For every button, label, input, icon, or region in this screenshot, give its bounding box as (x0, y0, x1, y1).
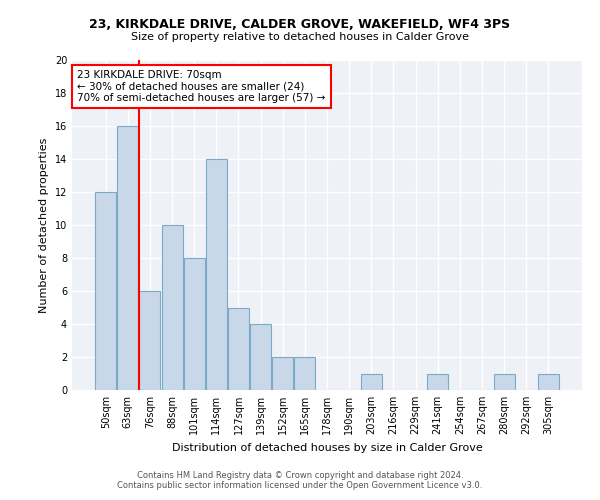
Bar (139, 291, 160, 390)
Bar (272, 357, 293, 390)
Bar (494, 374, 515, 390)
Bar (118, 126, 139, 390)
Text: 23, KIRKDALE DRIVE, CALDER GROVE, WAKEFIELD, WF4 3PS: 23, KIRKDALE DRIVE, CALDER GROVE, WAKEFI… (89, 18, 511, 30)
Text: Size of property relative to detached houses in Calder Grove: Size of property relative to detached ho… (131, 32, 469, 42)
Bar (250, 324, 271, 390)
Bar (295, 357, 316, 390)
X-axis label: Distribution of detached houses by size in Calder Grove: Distribution of detached houses by size … (172, 442, 482, 452)
Text: Contains HM Land Registry data © Crown copyright and database right 2024.
Contai: Contains HM Land Registry data © Crown c… (118, 470, 482, 490)
Bar (228, 308, 249, 390)
Bar (361, 374, 382, 390)
Bar (184, 258, 205, 390)
Y-axis label: Number of detached properties: Number of detached properties (39, 138, 49, 312)
Bar (206, 159, 227, 390)
Bar (538, 374, 559, 390)
Bar (161, 225, 182, 390)
Text: 23 KIRKDALE DRIVE: 70sqm
← 30% of detached houses are smaller (24)
70% of semi-d: 23 KIRKDALE DRIVE: 70sqm ← 30% of detach… (77, 70, 325, 103)
Bar (95, 192, 116, 390)
Bar (427, 374, 448, 390)
